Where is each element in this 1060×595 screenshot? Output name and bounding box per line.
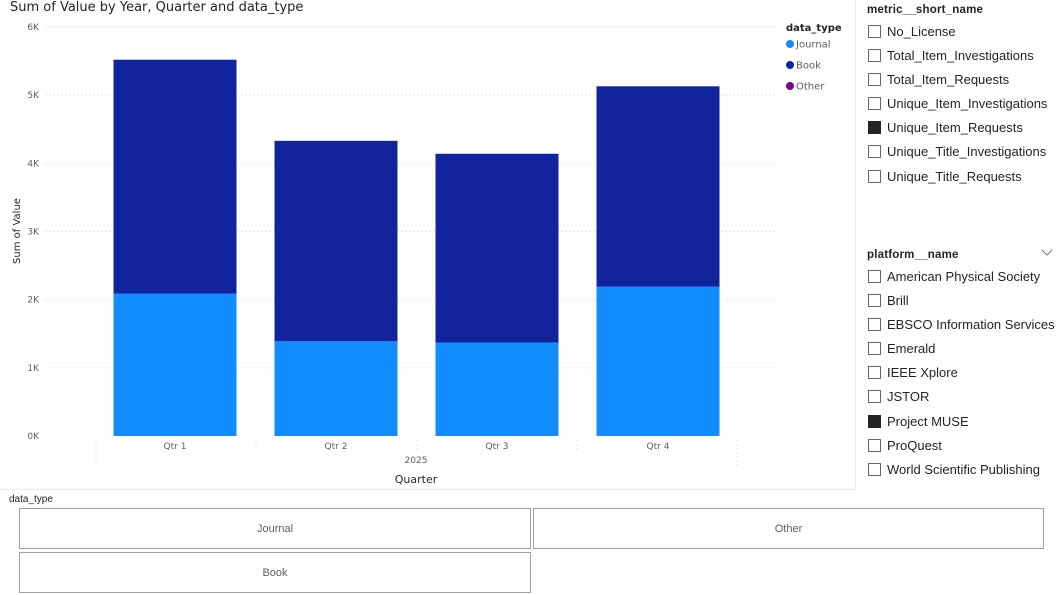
bar-book-qtr-3 <box>435 153 559 343</box>
platform-item-label: JSTOR <box>887 388 930 404</box>
platform-item-ieee-xplore[interactable]: IEEE Xplore <box>868 362 958 382</box>
metric-item-label: Unique_Title_Requests <box>887 168 1022 184</box>
checkbox-icon[interactable] <box>868 317 881 331</box>
checkbox-icon[interactable] <box>868 293 881 307</box>
chart-title: Sum of Value by Year, Quarter and data_t… <box>10 0 304 15</box>
platform-item-emerald[interactable]: Emerald <box>868 338 935 358</box>
chevron-down-icon[interactable] <box>1041 244 1053 256</box>
checkbox-icon[interactable] <box>868 72 881 86</box>
legend-title: data_type <box>786 23 842 34</box>
metric-item-label: Unique_Title_Investigations <box>887 143 1047 159</box>
bar-journal-qtr-1 <box>113 293 237 436</box>
platform-item-project-muse[interactable]: Project MUSE <box>868 411 969 431</box>
platform-item-label: Brill <box>887 292 909 308</box>
metric-item-total-item-requests[interactable]: Total_Item_Requests <box>868 69 1009 89</box>
metric-item-unique-item-investigations[interactable]: Unique_Item_Investigations <box>868 93 1047 113</box>
legend-entry: Book <box>796 61 821 72</box>
metric-item-label: Unique_Item_Requests <box>887 119 1023 135</box>
bar-journal-qtr-2 <box>274 341 398 436</box>
checkbox-icon[interactable] <box>868 341 881 355</box>
platform-item-label: IEEE Xplore <box>887 364 958 380</box>
legend-entry: Other <box>796 82 825 93</box>
y-tick-label: 2K <box>27 296 40 306</box>
checkbox-icon[interactable] <box>868 24 881 38</box>
x-tick-label: Qtr 4 <box>647 442 670 452</box>
y-tick-label: 1K <box>27 364 40 374</box>
metric-item-label: Total_Item_Requests <box>887 71 1010 87</box>
metric-item-unique-title-requests[interactable]: Unique_Title_Requests <box>868 166 1022 186</box>
bar-book-qtr-4 <box>596 86 720 287</box>
metric-item-total-item-investigations[interactable]: Total_Item_Investigations <box>868 45 1034 65</box>
tile-label: Other <box>774 522 803 535</box>
y-tick-label: 3K <box>27 228 40 238</box>
tile-label: Journal <box>256 522 294 535</box>
y-tick-label: 0K <box>27 432 40 442</box>
platform-item-proquest[interactable]: ProQuest <box>868 435 942 455</box>
platform-item-brill[interactable]: Brill <box>868 290 909 310</box>
legend-marker <box>786 82 794 90</box>
checkbox-icon[interactable] <box>868 169 881 183</box>
platform-item-label: Emerald <box>887 340 936 356</box>
legend-entry: Journal <box>795 40 831 51</box>
x-tick-label: Qtr 2 <box>325 442 348 452</box>
platform-item-label: EBSCO Information Services <box>887 316 1055 332</box>
platform-item-label: ProQuest <box>887 437 942 453</box>
bar-book-qtr-2 <box>274 140 398 342</box>
stacked-column-chart[interactable]: 0K 1K 2K 3K 4K 5K 6K Qtr 1 Qtr 2 Qtr 3 Qtr 4 2025 Qu… <box>0 0 856 490</box>
x-group-label: 2025 <box>405 456 428 466</box>
platform-item-world-scientific[interactable]: World Scientific Publishing <box>868 459 1040 479</box>
checkbox-icon[interactable] <box>868 365 881 379</box>
tile-label: Book <box>262 566 288 579</box>
y-tick-label: 4K <box>27 159 40 169</box>
bar-book-qtr-1 <box>113 59 237 294</box>
metric-item-no-license[interactable]: No_License <box>868 21 956 41</box>
metric-item-label: No_License <box>887 23 956 39</box>
platform-item-american-physical-society[interactable]: American Physical Society <box>868 266 1040 286</box>
legend-marker <box>786 40 794 48</box>
metric-item-unique-title-investigations[interactable]: Unique_Title_Investigations <box>868 141 1046 161</box>
checkbox-checked-icon[interactable] <box>868 414 881 428</box>
metric-item-label: Unique_Item_Investigations <box>887 95 1048 111</box>
metric-slicer-header: metric__short_name <box>867 4 984 16</box>
y-tick-label: 6K <box>27 23 40 33</box>
chart-canvas: 0K 1K 2K 3K 4K 5K 6K Qtr 1 Qtr 2 Qtr 3 Qtr 4 2025 Qu… <box>12 23 842 486</box>
checkbox-icon[interactable] <box>868 96 881 110</box>
platform-slicer-header: platform__name <box>867 249 959 261</box>
type-slicer-header: data_type <box>9 494 53 505</box>
checkbox-icon[interactable] <box>868 144 881 158</box>
checkbox-icon[interactable] <box>868 48 881 62</box>
checkbox-icon[interactable] <box>868 389 881 403</box>
platform-item-jstor[interactable]: JSTOR <box>868 386 929 406</box>
legend-marker <box>786 61 794 69</box>
metric-item-unique-item-requests[interactable]: Unique_Item_Requests <box>868 117 1023 137</box>
tile-book[interactable]: Book <box>19 552 531 593</box>
y-axis-title: Sum of Value <box>12 198 23 264</box>
bar-journal-qtr-4 <box>596 286 720 436</box>
x-tick-label: Qtr 3 <box>486 442 509 452</box>
tile-journal[interactable]: Journal <box>19 508 531 549</box>
checkbox-icon[interactable] <box>868 269 881 283</box>
bar-journal-qtr-3 <box>435 342 559 436</box>
platform-item-ebsco[interactable]: EBSCO Information Services <box>868 314 1055 334</box>
tile-other[interactable]: Other <box>533 508 1044 549</box>
metric-item-label: Total_Item_Investigations <box>887 47 1034 63</box>
x-axis-title: Quarter <box>395 473 438 486</box>
platform-item-label: Project MUSE <box>887 413 969 429</box>
x-tick-label: Qtr 1 <box>164 442 187 452</box>
y-tick-label: 5K <box>27 91 40 101</box>
checkbox-checked-icon[interactable] <box>868 120 881 134</box>
checkbox-icon[interactable] <box>868 462 881 476</box>
platform-item-label: American Physical Society <box>887 268 1041 284</box>
platform-item-label: World Scientific Publishing <box>887 461 1040 477</box>
checkbox-icon[interactable] <box>868 438 881 452</box>
